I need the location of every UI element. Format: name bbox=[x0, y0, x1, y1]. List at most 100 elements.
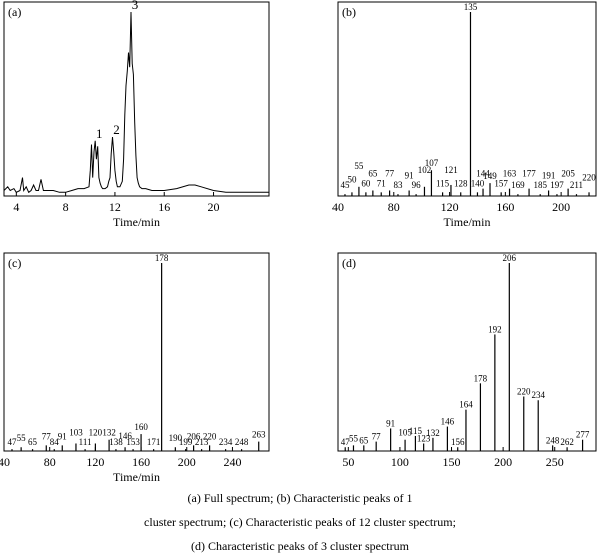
data-label: 169 bbox=[511, 180, 525, 190]
x-tick-label: 240 bbox=[223, 455, 241, 469]
data-label: 191 bbox=[542, 170, 556, 180]
data-label: 84 bbox=[50, 437, 60, 447]
data-label: 47 bbox=[341, 437, 351, 447]
x-tick-label: 120 bbox=[441, 200, 459, 214]
data-label: 103 bbox=[69, 427, 83, 437]
x-tick-label: 200 bbox=[494, 455, 512, 469]
data-label: 149 bbox=[483, 171, 497, 181]
data-label: 248 bbox=[235, 437, 249, 447]
x-tick-label: 160 bbox=[496, 200, 514, 214]
peak-label: 3 bbox=[132, 0, 139, 12]
x-tick-label: 20 bbox=[208, 200, 220, 214]
caption-line-1: (a) Full spectrum; (b) Characteristic pe… bbox=[187, 491, 413, 505]
data-label: 277 bbox=[576, 430, 590, 440]
data-label: 146 bbox=[118, 431, 132, 441]
data-label: 213 bbox=[195, 437, 209, 447]
x-tick-label: 12 bbox=[109, 200, 121, 214]
data-label: 47 bbox=[7, 437, 17, 447]
x-tick-label: 8 bbox=[63, 200, 69, 214]
data-label: 77 bbox=[385, 168, 395, 178]
data-label: 77 bbox=[42, 431, 52, 441]
data-label: 234 bbox=[531, 390, 545, 400]
x-tick-label: 120 bbox=[86, 455, 104, 469]
data-label: 156 bbox=[451, 437, 465, 447]
x-tick-label: 4 bbox=[13, 200, 19, 214]
data-label: 115 bbox=[436, 178, 450, 188]
data-label: 160 bbox=[134, 422, 148, 432]
data-label: 177 bbox=[522, 169, 536, 179]
panel-label: (a) bbox=[8, 5, 21, 19]
data-label: 115 bbox=[409, 426, 423, 436]
x-tick-label: 100 bbox=[391, 455, 409, 469]
data-label: 71 bbox=[377, 178, 386, 188]
x-axis-label: Time/min bbox=[113, 470, 160, 484]
x-tick-label: 40 bbox=[0, 455, 10, 469]
x-tick-label: 250 bbox=[546, 455, 564, 469]
data-label: 197 bbox=[550, 180, 564, 190]
data-label: 190 bbox=[169, 433, 183, 443]
panel-label: (c) bbox=[8, 256, 21, 270]
data-label: 178 bbox=[474, 373, 488, 383]
data-label: 146 bbox=[441, 417, 455, 427]
caption-line-2: cluster spectrum; (c) Characteristic pea… bbox=[144, 515, 456, 529]
data-label: 128 bbox=[454, 178, 468, 188]
data-label: 153 bbox=[126, 437, 140, 447]
data-label: 248 bbox=[546, 435, 560, 445]
data-label: 205 bbox=[561, 169, 575, 179]
data-label: 60 bbox=[361, 178, 371, 188]
data-label: 45 bbox=[340, 180, 350, 190]
data-label: 178 bbox=[155, 253, 169, 263]
x-tick-label: 160 bbox=[132, 455, 150, 469]
data-label: 96 bbox=[412, 180, 422, 190]
data-label: 138 bbox=[109, 437, 123, 447]
x-tick-label: 80 bbox=[44, 455, 56, 469]
x-tick-label: 80 bbox=[388, 200, 400, 214]
data-label: 121 bbox=[444, 165, 458, 175]
data-label: 206 bbox=[503, 253, 517, 263]
x-tick-label: 16 bbox=[158, 200, 170, 214]
data-label: 157 bbox=[494, 178, 508, 188]
data-label: 132 bbox=[102, 428, 116, 438]
x-tick-label: 200 bbox=[178, 455, 196, 469]
data-label: 55 bbox=[349, 433, 359, 443]
data-label: 111 bbox=[79, 437, 92, 447]
panel-frame bbox=[3, 252, 270, 452]
data-label: 234 bbox=[219, 437, 233, 447]
data-label: 144 bbox=[476, 169, 490, 179]
data-label: 102 bbox=[418, 165, 432, 175]
data-label: 185 bbox=[533, 180, 547, 190]
data-label: 263 bbox=[252, 430, 266, 440]
data-label: 65 bbox=[28, 437, 38, 447]
panel-frame bbox=[3, 1, 270, 197]
data-label: 164 bbox=[459, 400, 473, 410]
data-label: 77 bbox=[372, 432, 382, 442]
panel-frame bbox=[337, 252, 597, 452]
data-label: 220 bbox=[582, 172, 596, 182]
peak-label: 2 bbox=[113, 122, 120, 137]
data-label: 140 bbox=[471, 178, 485, 188]
panel-frame bbox=[337, 1, 597, 197]
data-label: 105 bbox=[398, 428, 412, 438]
x-tick-label: 200 bbox=[552, 200, 570, 214]
x-axis-label: Time/min bbox=[444, 215, 491, 229]
data-label: 220 bbox=[517, 386, 531, 396]
data-label: 199 bbox=[179, 437, 193, 447]
data-label: 262 bbox=[560, 437, 574, 447]
data-label: 83 bbox=[393, 180, 403, 190]
data-label: 220 bbox=[203, 431, 217, 441]
data-label: 120 bbox=[89, 427, 103, 437]
data-label: 55 bbox=[354, 161, 364, 171]
data-label: 206 bbox=[187, 431, 201, 441]
data-label: 65 bbox=[368, 168, 378, 178]
data-label: 123 bbox=[417, 433, 431, 443]
data-label: 132 bbox=[426, 428, 440, 438]
panel-label: (d) bbox=[342, 256, 356, 270]
data-label: 91 bbox=[58, 431, 67, 441]
data-label: 171 bbox=[147, 437, 161, 447]
x-axis-label: Time/min bbox=[113, 215, 160, 229]
